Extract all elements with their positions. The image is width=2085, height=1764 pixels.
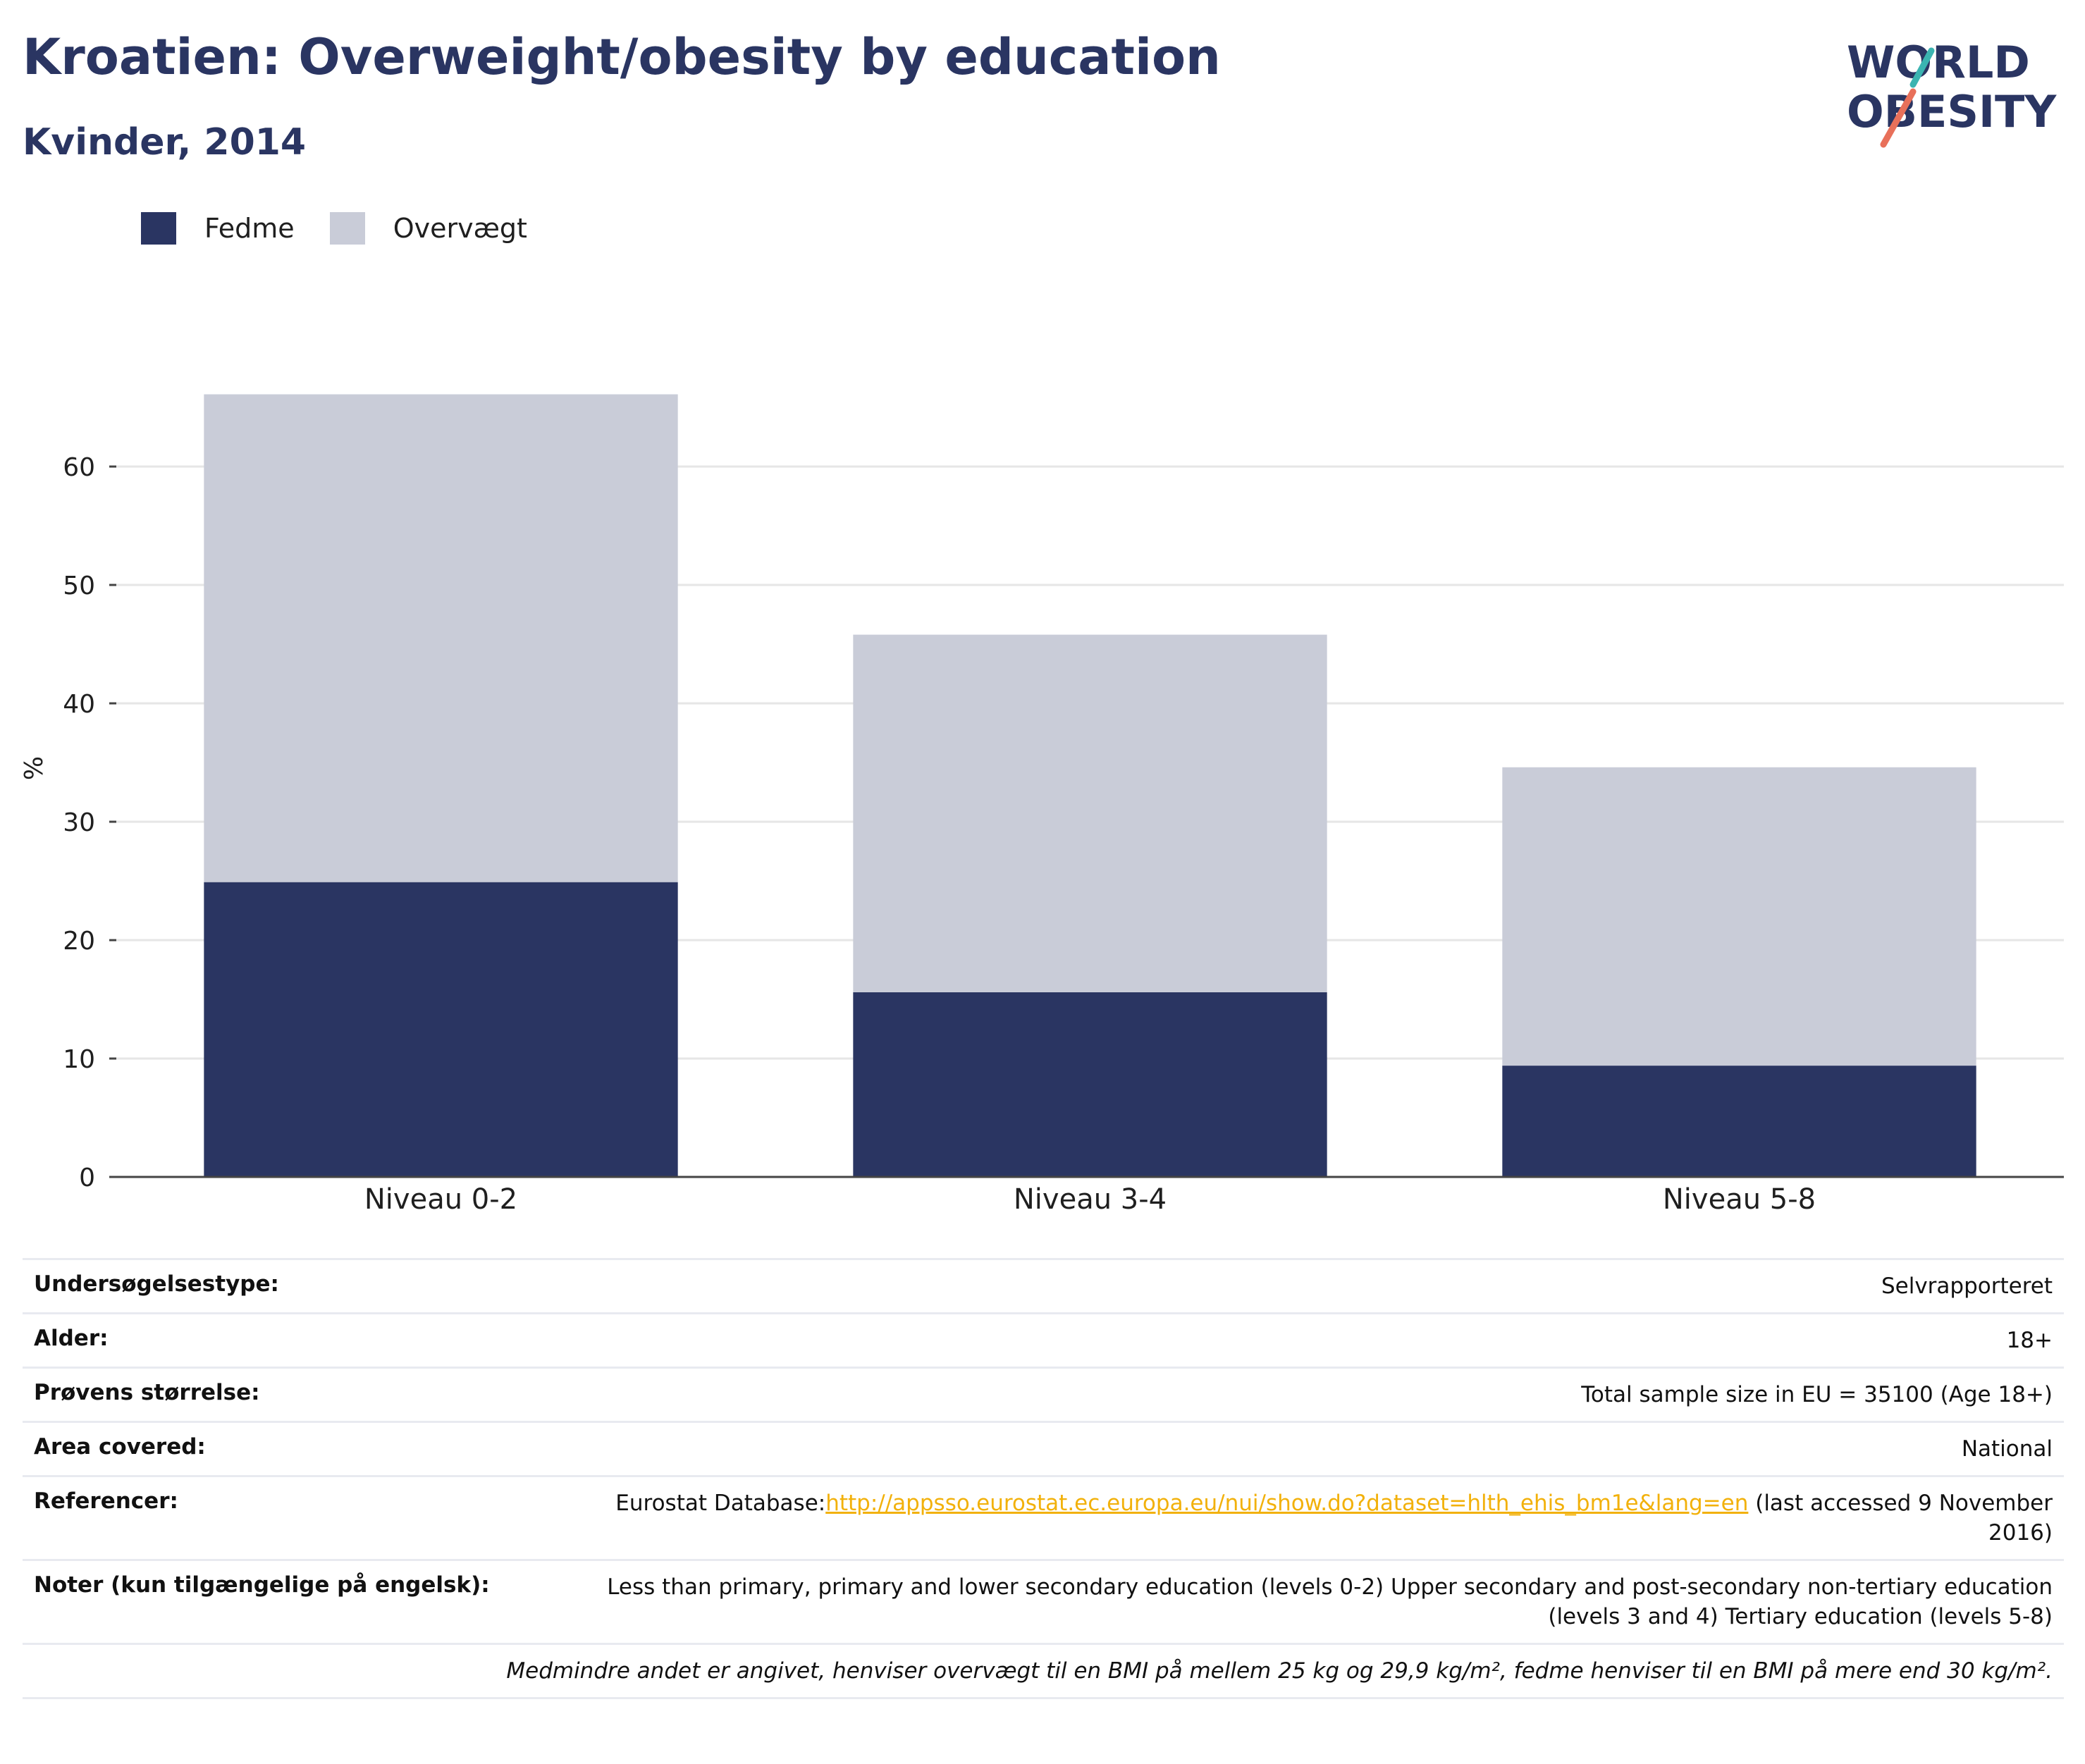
meta-label: Undersøgelsestype: (23, 1258, 581, 1314)
reference-link[interactable]: http://appsso.eurostat.ec.europa.eu/nui/… (825, 1491, 1749, 1516)
meta-value: Less than primary, primary and lower sec… (581, 1559, 2064, 1644)
meta-row-footnote: Medmindre andet er angivet, henviser ove… (23, 1643, 2064, 1699)
legend-label-overvaegt: Overvægt (393, 213, 527, 244)
legend-swatch-overvaegt (329, 212, 365, 245)
meta-row: Alder: 18+ (23, 1312, 2064, 1368)
y-tick-label: 20 (63, 927, 95, 956)
meta-value: National (581, 1421, 2064, 1476)
meta-value: Eurostat Database:http://appsso.eurostat… (581, 1475, 2064, 1560)
meta-label: Prøvens størrelse: (23, 1367, 581, 1422)
bar-fedme-2[interactable] (853, 992, 1327, 1177)
y-tick-label: 30 (63, 808, 95, 837)
meta-value: 18+ (581, 1312, 2064, 1368)
meta-label: Area covered: (23, 1421, 581, 1476)
x-tick-label: Niveau 3-4 (1014, 1183, 1167, 1216)
logo-line2: OBESITY (1847, 86, 2057, 137)
logo-stroke-coral (1880, 88, 1917, 148)
meta-value: Selvrapporteret (581, 1258, 2064, 1314)
y-axis-label: % (20, 756, 49, 780)
y-tick-label: 0 (79, 1164, 95, 1192)
x-axis-labels: Niveau 0-2 Niveau 3-4 Niveau 5-8 (364, 1183, 1816, 1216)
bar-fedme-1[interactable] (204, 882, 678, 1177)
logo-line1: WORLD (1847, 37, 2030, 88)
y-axis-ticks: 0 10 20 30 40 50 60 (63, 453, 116, 1192)
x-tick-label: Niveau 0-2 (364, 1183, 517, 1216)
page-title: Kroatien: Overweight/obesity by educatio… (23, 28, 1221, 86)
page-subtitle: Kvinder, 2014 (23, 121, 307, 164)
logo-stroke-teal (1909, 47, 1935, 88)
meta-row: Prøvens størrelse: Total sample size in E… (23, 1367, 2064, 1422)
chart-legend: Fedme Overvægt (141, 209, 562, 248)
meta-row: Undersøgelsestype: Selvrapporteret (23, 1258, 2064, 1314)
bar-overvaegt-1[interactable] (204, 394, 678, 882)
bar-fedme-3[interactable] (1502, 1066, 1976, 1177)
metadata-table: Undersøgelsestype: Selvrapporteret Alder: 1… (23, 1258, 2064, 1699)
meta-label: Referencer: (23, 1475, 581, 1560)
y-tick-label: 10 (63, 1045, 95, 1074)
legend-label-fedme: Fedme (204, 213, 295, 244)
legend-item-fedme[interactable]: Fedme (141, 212, 295, 245)
meta-label: Alder: (23, 1312, 581, 1368)
world-obesity-logo: WORLD OBESITY (1847, 37, 2057, 148)
meta-value: Total sample size in EU = 35100 (Age 18+… (581, 1367, 2064, 1422)
y-tick-label: 50 (63, 572, 95, 600)
meta-label: Noter (kun tilgængelige på engelsk): (23, 1559, 581, 1644)
meta-row: Area covered: National (23, 1421, 2064, 1476)
legend-swatch-fedme (141, 212, 176, 245)
meta-row-notes: Noter (kun tilgængelige på engelsk): Less… (23, 1559, 2064, 1644)
x-tick-label: Niveau 5-8 (1663, 1183, 1816, 1216)
footnote: Medmindre andet er angivet, henviser ove… (23, 1643, 2064, 1699)
bar-overvaegt-3[interactable] (1502, 767, 1976, 1066)
meta-row-references: Referencer: Eurostat Database:http://apps… (23, 1475, 2064, 1560)
legend-item-overvaegt[interactable]: Overvægt (329, 212, 527, 245)
y-tick-label: 40 (63, 690, 95, 719)
bars (204, 394, 1976, 1177)
bar-overvaegt-2[interactable] (853, 634, 1327, 992)
y-tick-label: 60 (63, 453, 95, 482)
